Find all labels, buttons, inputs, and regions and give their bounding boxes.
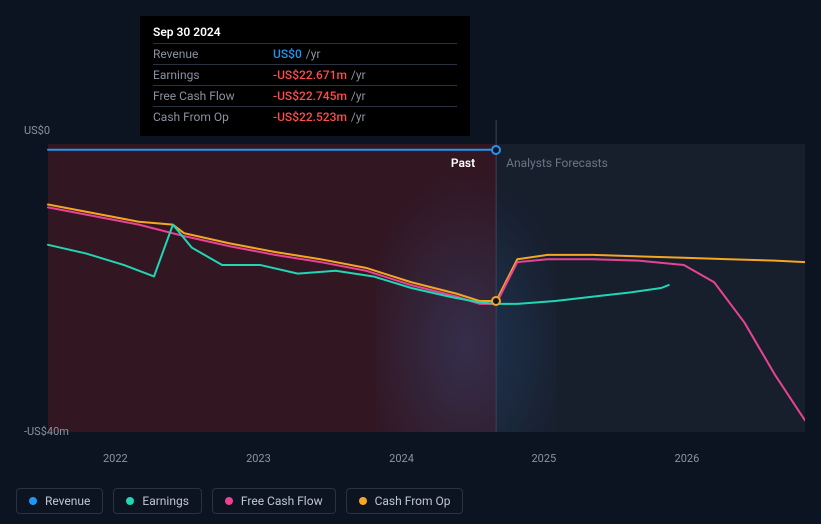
legend-item-free-cash-flow[interactable]: Free Cash Flow	[212, 488, 336, 514]
legend-dot	[29, 497, 37, 505]
x-tick-2025: 2025	[531, 452, 556, 465]
legend-item-revenue[interactable]: Revenue	[16, 488, 103, 514]
forecast-label: Analysts Forecasts	[506, 156, 608, 170]
tooltip-metric-value: US$0	[273, 47, 302, 61]
tooltip-date: Sep 30 2024	[153, 25, 457, 39]
legend-item-cash-from-op[interactable]: Cash From Op	[346, 488, 464, 514]
legend-label: Cash From Op	[375, 494, 451, 508]
tooltip-row: Cash From Op-US$22.523m/yr	[153, 106, 457, 127]
x-tick-2024: 2024	[389, 452, 414, 465]
chart-marker	[491, 296, 501, 306]
earnings-chart[interactable]: US$0 -US$40m Past Analysts Forecasts	[16, 120, 805, 458]
chart-marker	[491, 145, 501, 155]
tooltip-unit: /yr	[351, 89, 366, 103]
tooltip-metric-label: Earnings	[153, 68, 273, 82]
tooltip-metric-label: Free Cash Flow	[153, 89, 273, 103]
tooltip-row: Earnings-US$22.671m/yr	[153, 64, 457, 85]
tooltip-unit: /yr	[306, 47, 321, 61]
tooltip-unit: /yr	[351, 68, 366, 82]
legend-item-earnings[interactable]: Earnings	[113, 488, 202, 514]
legend-label: Free Cash Flow	[241, 494, 323, 508]
tooltip-row: RevenueUS$0/yr	[153, 43, 457, 64]
past-label: Past	[451, 156, 475, 170]
legend-label: Earnings	[142, 494, 189, 508]
tooltip-row: Free Cash Flow-US$22.745m/yr	[153, 85, 457, 106]
legend-dot	[359, 497, 367, 505]
legend-dot	[225, 497, 233, 505]
tooltip-metric-value: -US$22.745m	[273, 89, 347, 103]
legend-dot	[126, 497, 134, 505]
x-axis: 2022 2023 2024 2025 2026	[16, 452, 805, 472]
x-tick-2026: 2026	[675, 452, 700, 465]
tooltip-metric-label: Revenue	[153, 47, 273, 61]
chart-tooltip: Sep 30 2024 RevenueUS$0/yrEarnings-US$22…	[140, 16, 470, 136]
tooltip-metric-label: Cash From Op	[153, 110, 273, 124]
chart-svg	[16, 120, 805, 458]
tooltip-metric-value: -US$22.671m	[273, 68, 347, 82]
chart-legend: Revenue Earnings Free Cash Flow Cash From O…	[16, 488, 463, 514]
y-axis-bottom-label: -US$40m	[24, 425, 69, 438]
x-tick-2022: 2022	[103, 452, 128, 465]
tooltip-unit: /yr	[351, 110, 366, 124]
legend-label: Revenue	[45, 494, 90, 508]
y-axis-top-label: US$0	[24, 124, 50, 137]
x-tick-2023: 2023	[246, 452, 271, 465]
tooltip-metric-value: -US$22.523m	[273, 110, 347, 124]
